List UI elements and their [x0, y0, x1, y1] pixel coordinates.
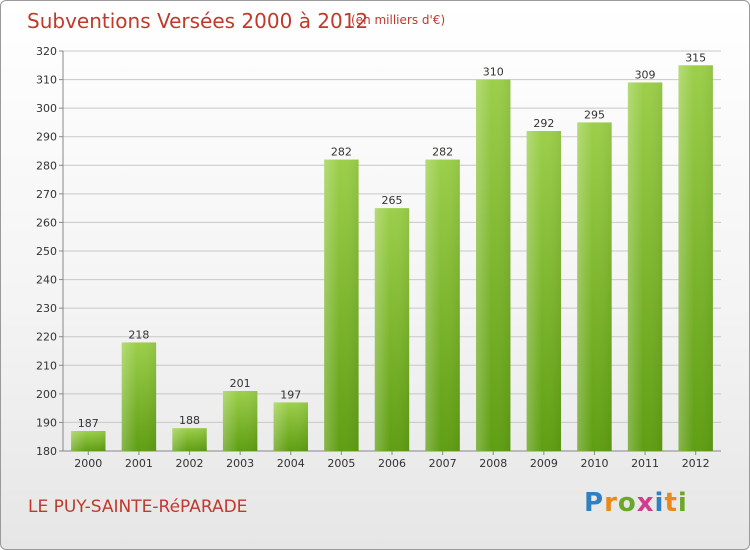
- value-label: 188: [179, 414, 200, 427]
- y-tick-label: 250: [36, 245, 57, 258]
- x-tick-label: 2012: [682, 457, 710, 470]
- x-tick-label: 2008: [479, 457, 507, 470]
- bar-shine: [577, 122, 612, 451]
- y-tick-label: 260: [36, 216, 57, 229]
- bar-shine: [324, 159, 359, 452]
- x-tick-label: 2001: [125, 457, 153, 470]
- y-tick-label: 310: [36, 74, 57, 87]
- bar-shine: [425, 159, 460, 452]
- y-tick-label: 220: [36, 331, 57, 344]
- value-label: 282: [331, 146, 352, 159]
- x-tick-label: 2004: [277, 457, 305, 470]
- value-label: 218: [128, 328, 149, 341]
- bar-shine: [374, 208, 410, 451]
- value-label: 197: [280, 388, 301, 401]
- x-tick-label: 2005: [327, 457, 355, 470]
- y-tick-label: 210: [36, 359, 57, 372]
- y-tick-label: 240: [36, 274, 57, 287]
- bar-shine: [526, 131, 562, 451]
- value-label: 295: [584, 108, 605, 121]
- x-tick-label: 2009: [530, 457, 558, 470]
- value-label: 282: [432, 146, 453, 159]
- bar-shine: [172, 428, 207, 451]
- y-tick-label: 280: [36, 159, 57, 172]
- y-tick-label: 270: [36, 188, 57, 201]
- value-label: 265: [382, 194, 403, 207]
- bar-shine: [678, 65, 713, 452]
- value-label: 310: [483, 66, 504, 79]
- bar-shine: [476, 79, 511, 452]
- value-label: 292: [533, 117, 554, 130]
- bar-shine: [222, 391, 258, 451]
- value-label: 187: [78, 417, 99, 430]
- chart-title: Subventions Versées 2000 à 2012: [27, 9, 369, 33]
- y-tick-label: 230: [36, 302, 57, 315]
- value-label: 315: [685, 51, 706, 64]
- bar-shine: [121, 342, 157, 451]
- y-tick-label: 300: [36, 102, 57, 115]
- chart-subtitle: (en milliers d'€): [351, 13, 446, 27]
- bar-shine: [627, 82, 663, 451]
- bar-shine: [71, 431, 106, 451]
- value-label: 201: [230, 377, 251, 390]
- y-tick-label: 290: [36, 131, 57, 144]
- x-tick-label: 2000: [74, 457, 102, 470]
- x-tick-label: 2002: [176, 457, 204, 470]
- y-tick-label: 180: [36, 445, 57, 458]
- proxiti-logo: Proxiti: [584, 488, 688, 518]
- y-tick-label: 200: [36, 388, 57, 401]
- x-tick-label: 2007: [429, 457, 457, 470]
- value-label: 309: [635, 68, 656, 81]
- y-tick-label: 190: [36, 416, 57, 429]
- bar-shine: [273, 402, 308, 451]
- x-tick-label: 2003: [226, 457, 254, 470]
- commune-name: LE PUY-SAINTE-RéPARADE: [28, 497, 248, 517]
- x-tick-label: 2011: [631, 457, 659, 470]
- x-tick-label: 2006: [378, 457, 406, 470]
- x-tick-label: 2010: [580, 457, 608, 470]
- y-tick-label: 320: [36, 45, 57, 58]
